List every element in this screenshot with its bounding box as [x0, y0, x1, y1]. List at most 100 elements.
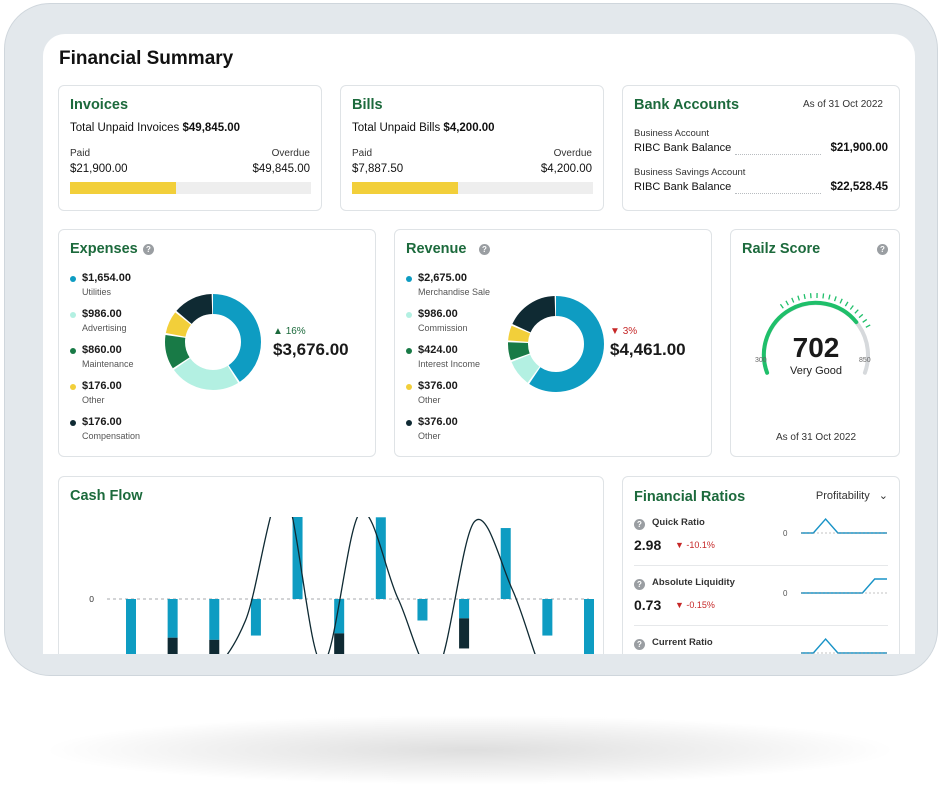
sparkline-line — [801, 578, 887, 594]
help-icon[interactable]: ? — [143, 244, 154, 255]
legend-label: Commission — [418, 323, 468, 333]
expenses-change: ▲ 16% — [273, 326, 306, 337]
invoices-total-value: $49,845.00 — [182, 122, 241, 134]
cash-flow-bar-negative[interactable] — [250, 599, 261, 636]
ratio-divider — [634, 565, 888, 566]
help-icon[interactable]: ? — [877, 244, 888, 255]
ratio-change: ▼ -0.15% — [675, 600, 715, 610]
screen: Financial Summary Invoices Total Unpaid … — [43, 34, 915, 654]
legend-dot — [406, 348, 412, 354]
help-icon[interactable]: ? — [479, 244, 490, 255]
expenses-total: $3,676.00 — [273, 340, 349, 359]
bills-paid-value: $7,887.50 — [352, 163, 404, 175]
cash-flow-bar-negative[interactable] — [584, 599, 594, 654]
gauge-tick — [862, 318, 868, 323]
cash-flow-bar-negative[interactable] — [334, 599, 345, 634]
sparkline-line — [801, 517, 887, 534]
cash-flow-bar-positive[interactable] — [375, 517, 386, 599]
revenue-total: $4,461.00 — [610, 340, 686, 359]
legend-label: Other — [418, 395, 441, 405]
expenses-title: Expenses — [70, 241, 138, 257]
cash-flow-bar-negative[interactable] — [542, 599, 553, 636]
help-icon[interactable]: ? — [634, 639, 645, 650]
tablet-frame: Financial Summary Invoices Total Unpaid … — [4, 3, 938, 676]
cash-flow-bar-outflow[interactable] — [209, 639, 220, 654]
ratio-value: 2.98 — [634, 537, 662, 553]
cash-flow-bar-negative[interactable] — [167, 599, 178, 638]
expenses-card[interactable]: Expenses ? $1,654.00 Utilities $986.00 Adve… — [58, 229, 376, 457]
cash-flow-bar-negative[interactable] — [417, 599, 428, 621]
down-arrow-icon: ▼ — [610, 326, 620, 337]
score-min-label: 300 — [755, 357, 767, 364]
railz-score-title: Railz Score — [742, 241, 821, 257]
gauge-value-arc — [761, 300, 859, 375]
legend-label: Utilities — [82, 287, 112, 297]
down-arrow-icon: ▼ — [675, 540, 687, 550]
legend-dot — [406, 384, 412, 390]
account-name: RIBC Bank Balance — [634, 181, 732, 193]
donut-segment — [508, 296, 604, 392]
ratio-divider — [634, 625, 888, 626]
ratio-value: 0.73 — [634, 597, 662, 613]
cash-flow-bar-outflow[interactable] — [334, 633, 345, 654]
bills-total-line: Total Unpaid Bills $4,200.00 — [352, 122, 495, 134]
gauge-tick — [839, 298, 843, 304]
legend-amount: $986.00 — [82, 308, 122, 320]
invoices-overdue-value: $49,845.00 — [252, 163, 310, 175]
cash-flow-card[interactable]: Cash Flow 200k0-200k — [58, 476, 604, 654]
gauge-tick — [822, 293, 825, 299]
help-icon[interactable]: ? — [634, 579, 645, 590]
ratio-name: Quick Ratio — [652, 517, 705, 528]
cash-flow-bar-negative[interactable] — [459, 599, 470, 619]
ratio-category-dropdown[interactable]: Profitability ⌄ — [816, 489, 888, 502]
score-value: 702 — [792, 332, 840, 363]
score-as-of: As of 31 Oct 2022 — [775, 432, 857, 443]
financial-ratios-card[interactable]: Financial Ratios Profitability ⌄ ? Quick … — [622, 476, 900, 654]
gauge-tick — [797, 295, 800, 301]
expenses-change-value: 16% — [285, 326, 306, 337]
legend-dot — [406, 420, 412, 426]
gauge-tick — [865, 324, 871, 328]
sparkline-axis-label: 0 — [783, 589, 788, 598]
gauge-tick — [828, 294, 831, 300]
legend-dot — [70, 384, 76, 390]
chevron-down-icon: ⌄ — [878, 490, 888, 502]
gauge-tick — [854, 309, 859, 314]
help-icon[interactable]: ? — [634, 519, 645, 530]
device-shadow — [40, 715, 900, 785]
revenue-card[interactable]: Revenue ? $2,675.00 Merchandise Sale $986.… — [394, 229, 712, 457]
donut-segment — [165, 294, 261, 390]
bank-accounts-card[interactable]: Bank Accounts As of 31 Oct 2022 Business… — [622, 85, 900, 211]
cash-flow-bar-negative[interactable] — [209, 599, 220, 640]
bank-accounts-as-of: As of 31 Oct 2022 — [802, 99, 883, 110]
bills-total-value: $4,200.00 — [443, 122, 495, 134]
legend-amount: $2,675.00 — [418, 272, 467, 284]
invoices-card[interactable]: Invoices Total Unpaid Invoices $49,845.0… — [58, 85, 322, 211]
legend-amount: $176.00 — [82, 380, 122, 392]
page-title: Financial Summary — [59, 48, 234, 69]
cash-flow-bar-positive[interactable] — [500, 528, 511, 599]
bills-card[interactable]: Bills Total Unpaid Bills $4,200.00 Paid … — [340, 85, 604, 211]
invoices-overdue-label: Overdue — [271, 148, 310, 159]
cash-flow-chart: 200k0-200k — [76, 517, 594, 654]
score-gauge — [761, 292, 871, 375]
donut-segment — [508, 296, 604, 392]
ratio-sparkline — [801, 578, 887, 594]
cash-flow-bar-positive[interactable] — [292, 517, 303, 599]
revenue-title: Revenue — [406, 241, 467, 257]
railz-score-card[interactable]: Railz Score ? 702 Very Good 300 850 As o… — [730, 229, 900, 457]
invoices-total-line: Total Unpaid Invoices $49,845.00 — [70, 122, 240, 134]
account-type: Business Account — [634, 128, 709, 139]
legend-amount: $986.00 — [418, 308, 458, 320]
donut-segment — [165, 294, 261, 390]
cash-flow-bar-outflow[interactable] — [459, 618, 470, 649]
legend-label: Merchandise Sale — [418, 287, 491, 297]
bills-total-label: Total Unpaid Bills — [352, 122, 441, 134]
cash-flow-line — [226, 517, 536, 654]
legend-amount: $1,654.00 — [82, 272, 131, 284]
cash-flow-bar-negative[interactable] — [126, 599, 136, 654]
cash-flow-title: Cash Flow — [70, 488, 143, 504]
gauge-tick — [803, 294, 806, 300]
legend-label: Interest Income — [418, 359, 481, 369]
cash-flow-bar-outflow[interactable] — [167, 637, 178, 654]
